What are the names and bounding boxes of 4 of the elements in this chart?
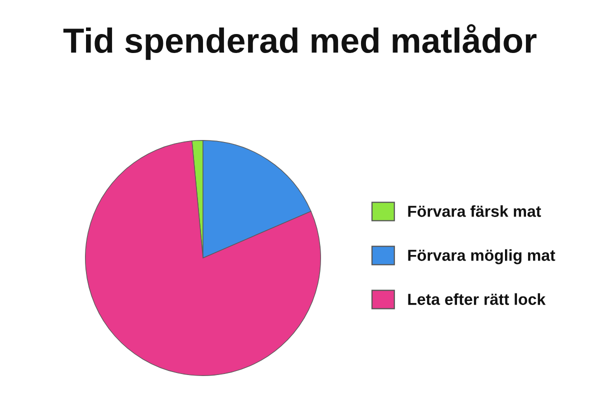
legend-label: Förvara möglig mat: [408, 249, 556, 264]
legend-label: Förvara färsk mat: [408, 205, 541, 217]
legend-label: Leta efter rätt lock: [408, 293, 546, 305]
chart-title: Tid spenderad med matlådor: [63, 24, 537, 60]
